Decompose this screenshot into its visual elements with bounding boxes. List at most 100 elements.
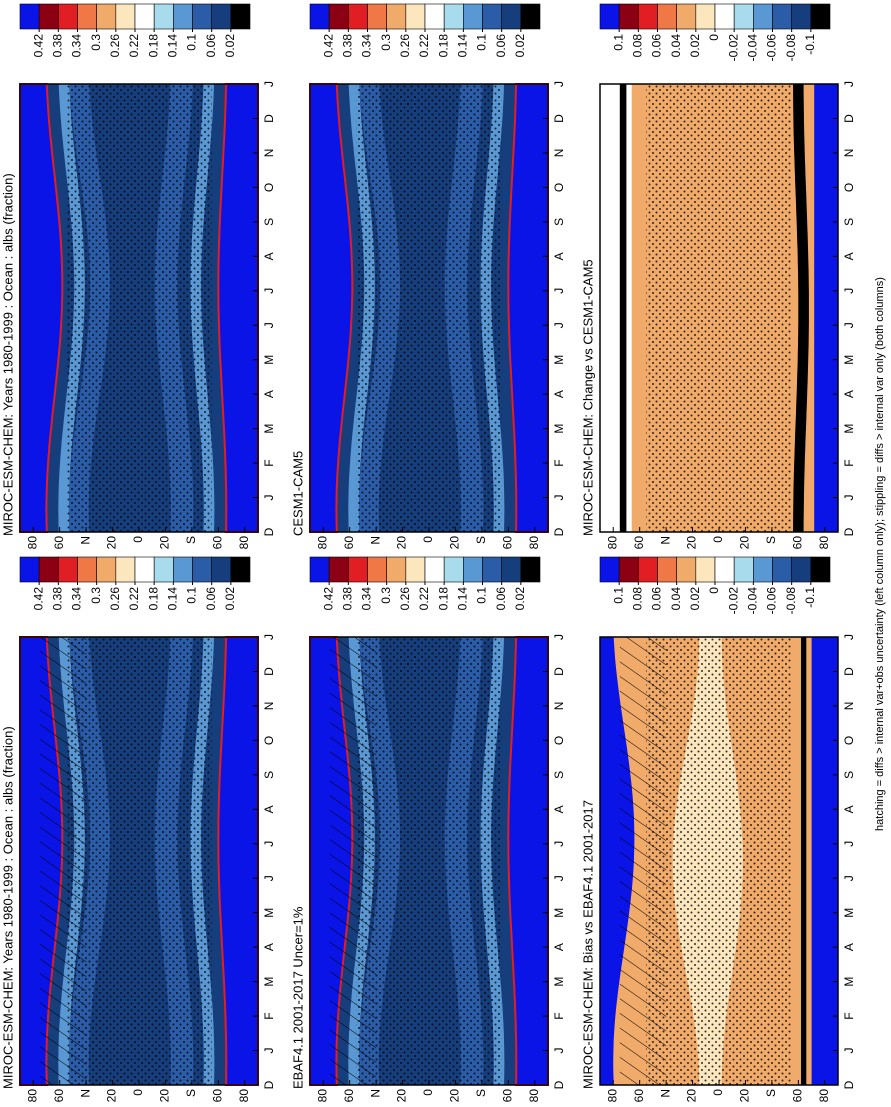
caption: hatching = diffs > internal var+obs unce… xyxy=(874,277,886,831)
stippling xyxy=(356,637,502,1085)
panel: MIROC-ESM-CHEM: Years 1980-1999 : Ocean … xyxy=(0,3,276,550)
colorbar-box xyxy=(638,3,658,30)
x-tick-label: N xyxy=(552,149,566,158)
x-tick-label: A xyxy=(262,252,276,260)
colorbar-box xyxy=(115,556,136,583)
colorbar-label: 0.1 xyxy=(185,587,199,604)
colorbar-box xyxy=(328,556,349,583)
colorbar-box xyxy=(520,3,541,30)
colorbar-box xyxy=(695,3,716,30)
colorbar-box xyxy=(211,3,232,30)
colorbar-box xyxy=(791,556,812,583)
x-tick-label: M xyxy=(842,424,856,434)
x-tick-label: M xyxy=(552,908,566,918)
y-tick-label: N xyxy=(78,536,92,545)
y-tick-label: 80 xyxy=(315,1089,329,1103)
x-tick-label: D xyxy=(552,527,566,536)
colorbar-box xyxy=(58,556,78,583)
colorbar-label: 0.34 xyxy=(360,34,374,58)
colorbar-box xyxy=(38,556,59,583)
colorbar-label: 0.34 xyxy=(70,587,84,611)
colorbar-label: 0.38 xyxy=(341,34,355,58)
colorbar-box xyxy=(753,556,773,583)
colorbar-box xyxy=(482,3,502,30)
colorbar-box xyxy=(772,3,792,30)
y-tick-label: 20 xyxy=(448,536,462,550)
field xyxy=(801,637,807,1085)
y-tick-label: S xyxy=(764,1089,778,1097)
y-tick-label: N xyxy=(368,1089,382,1098)
x-tick-label: D xyxy=(842,527,856,536)
colorbar-label: -0.1 xyxy=(803,587,817,608)
colorbar-label: 0.14 xyxy=(456,34,470,58)
colorbar-label: 0.1 xyxy=(185,34,199,51)
y-tick-label: 80 xyxy=(527,536,541,550)
y-tick-label: 20 xyxy=(395,1089,409,1103)
colorbar-box xyxy=(424,556,445,583)
colorbar-box xyxy=(19,556,40,583)
colorbar-box xyxy=(230,556,251,583)
colorbar-label: -0.1 xyxy=(803,34,817,55)
colorbar-label: 0.06 xyxy=(204,34,218,58)
x-tick-label: D xyxy=(262,1080,276,1089)
colorbar-label: 0.22 xyxy=(417,34,431,58)
colorbar-box xyxy=(733,3,754,30)
x-tick-label: J xyxy=(842,634,856,640)
x-tick-label: J xyxy=(552,1048,566,1054)
x-tick-label: A xyxy=(552,390,566,398)
colorbar-box xyxy=(810,556,831,583)
x-tick-label: N xyxy=(552,702,566,711)
x-tick-label: M xyxy=(842,355,856,365)
x-tick-label: M xyxy=(262,424,276,434)
x-tick-label: A xyxy=(552,252,566,260)
colorbar-box xyxy=(153,556,174,583)
x-tick-label: O xyxy=(262,736,276,745)
x-tick-label: J xyxy=(262,841,276,847)
y-tick-label: S xyxy=(184,1089,198,1097)
colorbar-label: 0.1 xyxy=(475,34,489,51)
colorbar-box xyxy=(599,3,620,30)
panel-title: EBAF4.1 2001-2017 Uncer=1% xyxy=(290,906,305,1089)
colorbar-box xyxy=(367,556,387,583)
panel: MIROC-ESM-CHEM: Bias vs EBAF4.1 2001-201… xyxy=(580,556,856,1103)
colorbar-label: 0.42 xyxy=(321,587,335,611)
y-tick-label: 80 xyxy=(605,1089,619,1103)
panel-title: MIROC-ESM-CHEM: Bias vs EBAF4.1 2001-201… xyxy=(580,800,595,1089)
colorbar-label: 0.42 xyxy=(31,34,45,58)
colorbar-label: 0.1 xyxy=(611,587,625,604)
y-tick-label: 20 xyxy=(738,536,752,550)
x-tick-label: J xyxy=(552,288,566,294)
x-tick-label: M xyxy=(842,977,856,987)
x-tick-label: D xyxy=(842,114,856,123)
y-tick-label: 20 xyxy=(685,536,699,550)
colorbar-label: 0.26 xyxy=(108,34,122,58)
colorbar-label: 0.18 xyxy=(146,587,160,611)
y-tick-label: 60 xyxy=(632,536,646,550)
colorbar-box xyxy=(173,556,193,583)
colorbar-label: 0.3 xyxy=(379,34,393,51)
y-tick-label: 80 xyxy=(817,1089,831,1103)
colorbar-box xyxy=(96,556,117,583)
colorbar-label: 0.06 xyxy=(650,587,664,611)
colorbar-box xyxy=(638,556,658,583)
x-tick-label: J xyxy=(842,81,856,87)
panel-title: MIROC-ESM-CHEM: Years 1980-1999 : Ocean … xyxy=(0,726,15,1089)
colorbar-label: 0.08 xyxy=(631,34,645,58)
x-tick-label: S xyxy=(552,771,566,779)
colorbar-label: 0.18 xyxy=(436,587,450,611)
panel-title: CESM1-CAM5 xyxy=(290,451,305,536)
y-tick-label: 60 xyxy=(501,536,515,550)
x-tick-label: F xyxy=(842,1012,856,1019)
x-tick-label: J xyxy=(842,288,856,294)
y-tick-label: N xyxy=(658,536,672,545)
x-tick-label: J xyxy=(842,875,856,881)
colorbar-label: 0.1 xyxy=(611,34,625,51)
colorbar-label: 0.14 xyxy=(166,587,180,611)
colorbar-label: -0.08 xyxy=(784,587,798,615)
y-tick-label: 20 xyxy=(158,536,172,550)
colorbar-box xyxy=(676,3,697,30)
colorbar-label: -0.02 xyxy=(726,587,740,615)
y-tick-label: 0 xyxy=(421,1089,435,1096)
x-tick-label: D xyxy=(842,667,856,676)
